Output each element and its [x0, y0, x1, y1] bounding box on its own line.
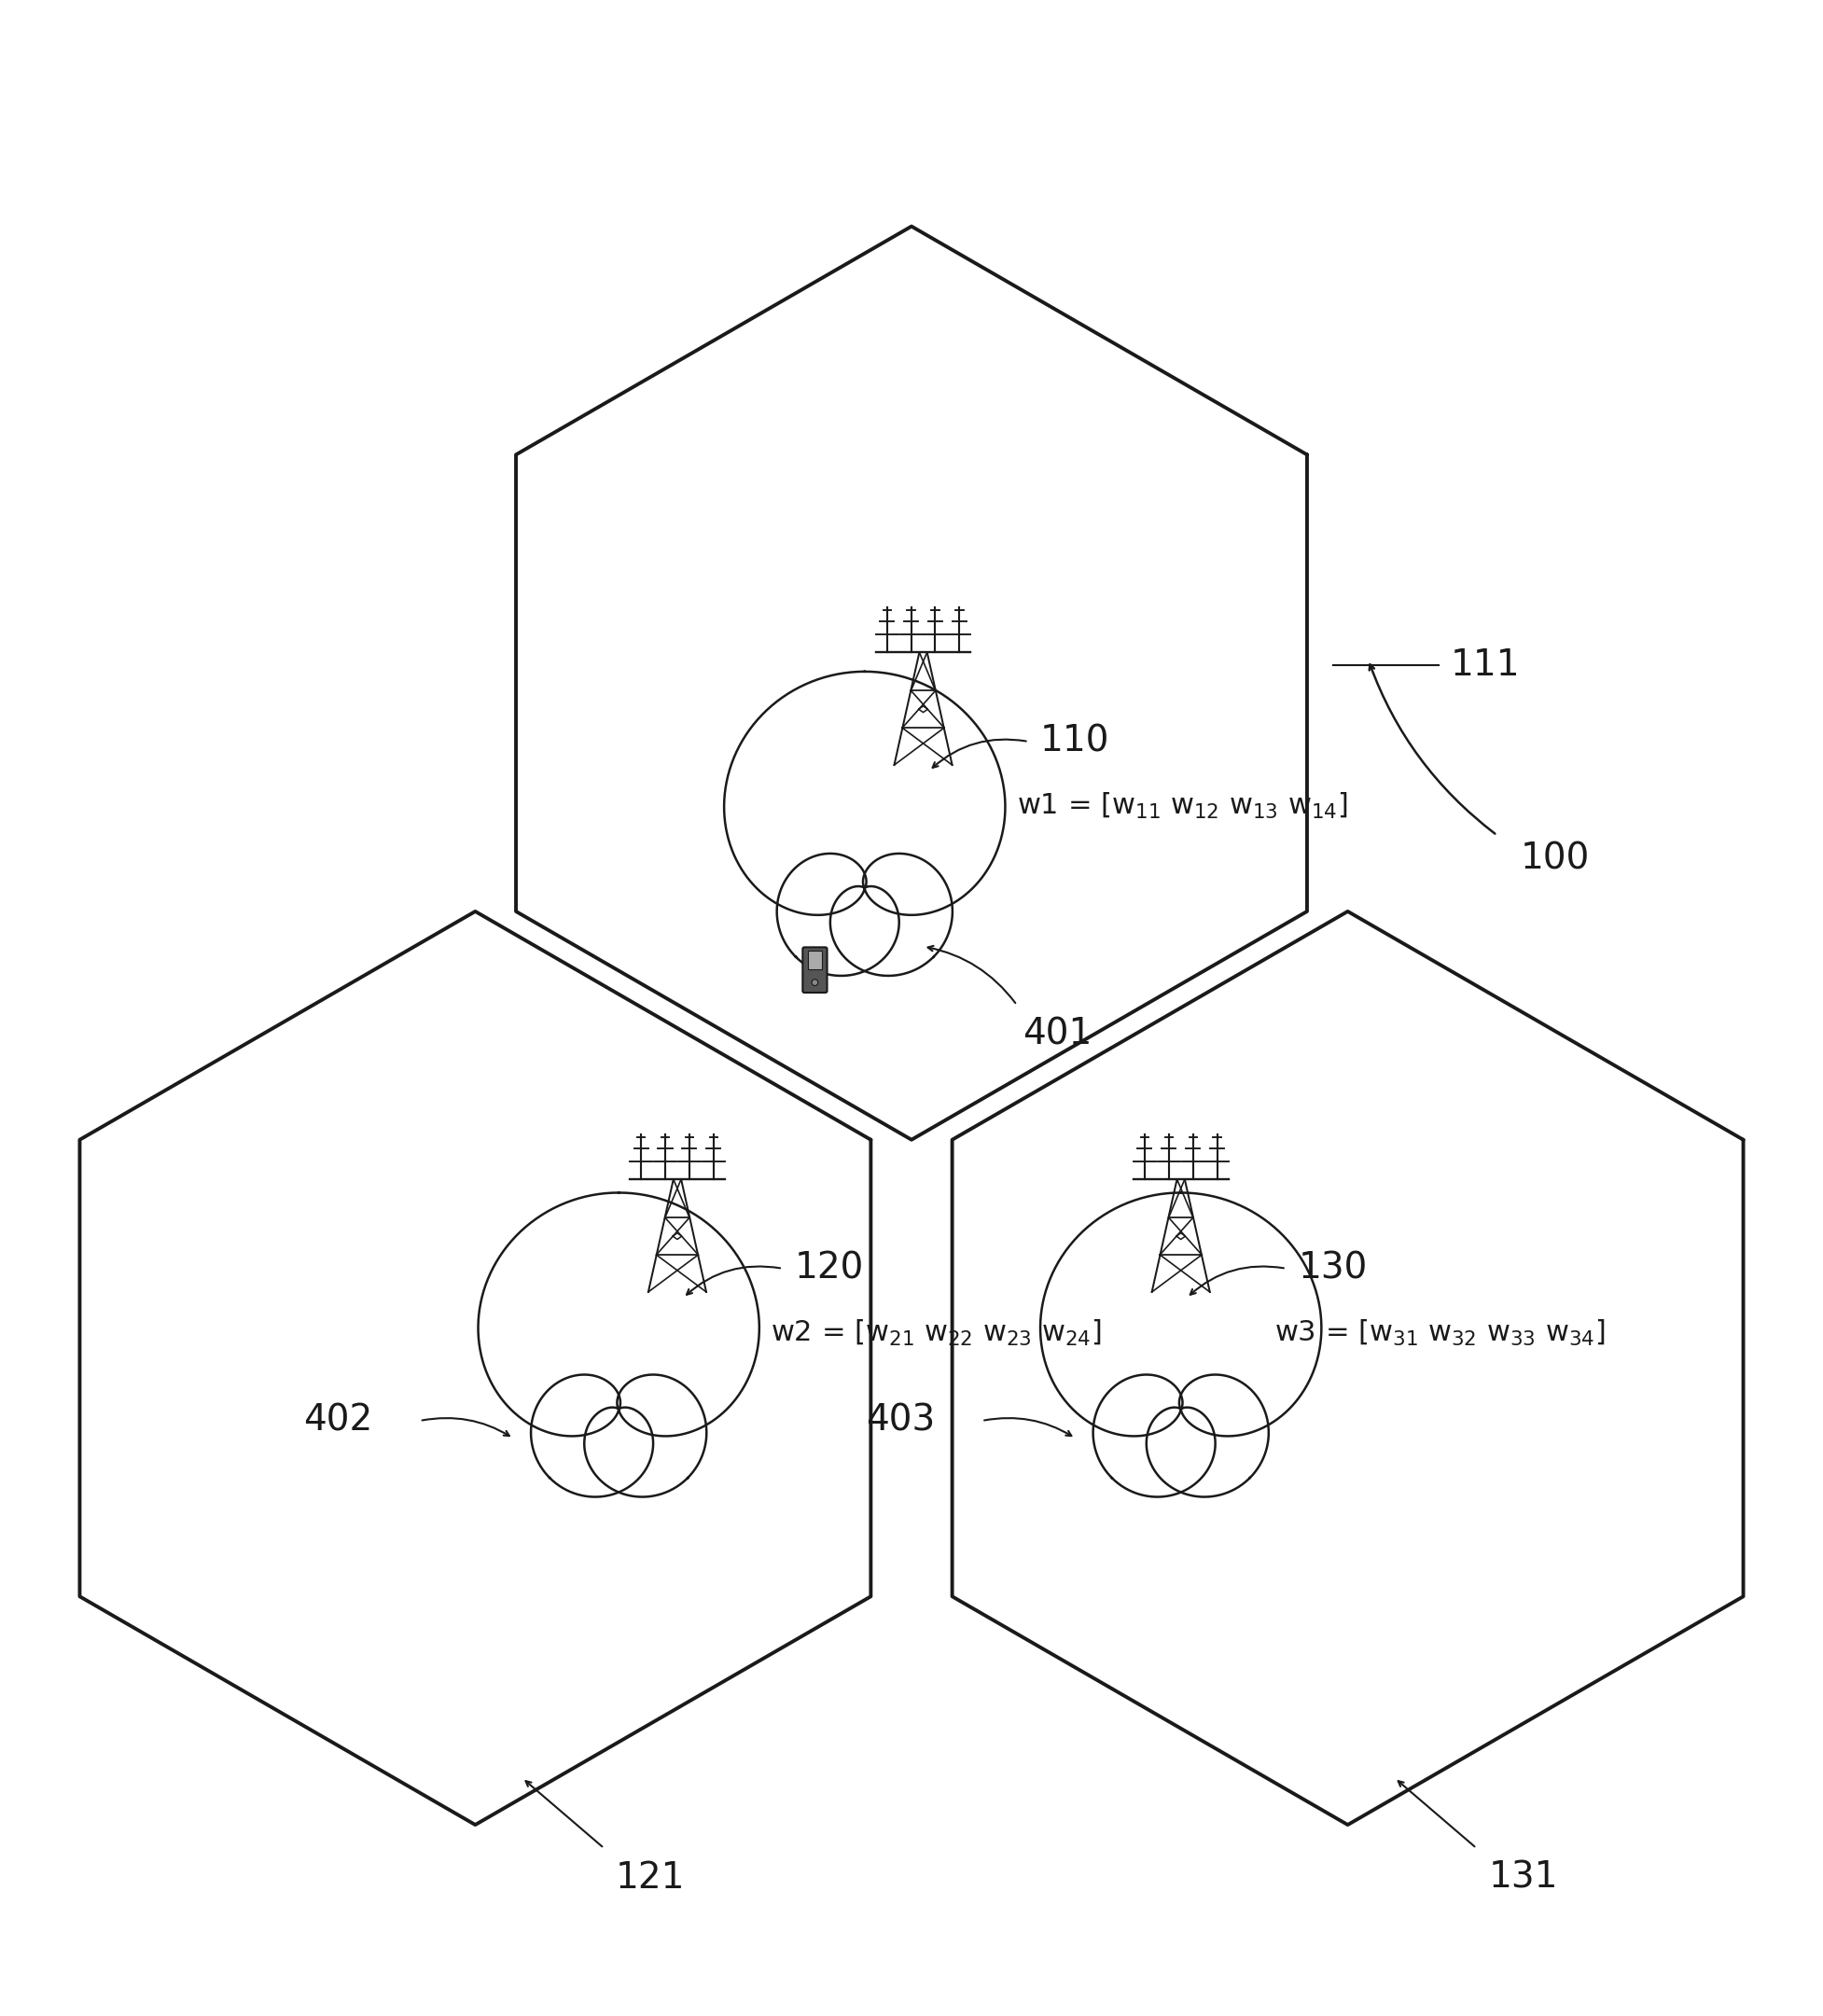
Text: 121: 121 [616, 1861, 685, 1895]
Text: 110: 110 [1041, 724, 1110, 760]
Text: 131: 131 [1488, 1861, 1559, 1895]
Text: w2 = [w$_{21}$ w$_{22}$ w$_{23}$ w$_{24}$]: w2 = [w$_{21}$ w$_{22}$ w$_{23}$ w$_{24}… [771, 1318, 1101, 1349]
Text: 401: 401 [1023, 1016, 1092, 1052]
Bar [808, 950, 822, 970]
Text: 130: 130 [1298, 1250, 1367, 1286]
Text: 402: 402 [303, 1403, 372, 1439]
Text: 111: 111 [1451, 647, 1520, 683]
Text: 100: 100 [1520, 841, 1590, 877]
Text: 403: 403 [866, 1403, 935, 1439]
Text: 120: 120 [795, 1250, 864, 1286]
FancyBboxPatch shape [802, 948, 828, 992]
Text: w3 = [w$_{31}$ w$_{32}$ w$_{33}$ w$_{34}$]: w3 = [w$_{31}$ w$_{32}$ w$_{33}$ w$_{34}… [1274, 1318, 1606, 1349]
Circle shape [811, 980, 819, 986]
Text: w1 = [w$_{11}$ w$_{12}$ w$_{13}$ w$_{14}$]: w1 = [w$_{11}$ w$_{12}$ w$_{13}$ w$_{14}… [1017, 790, 1347, 821]
